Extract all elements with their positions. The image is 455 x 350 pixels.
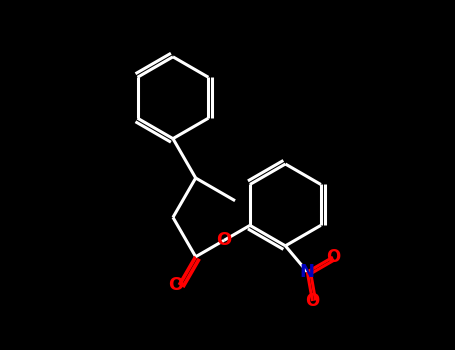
Text: N: N <box>300 263 315 281</box>
Text: O: O <box>326 248 340 266</box>
Text: O: O <box>168 276 183 294</box>
Text: O: O <box>217 231 232 249</box>
Text: O: O <box>305 292 319 310</box>
